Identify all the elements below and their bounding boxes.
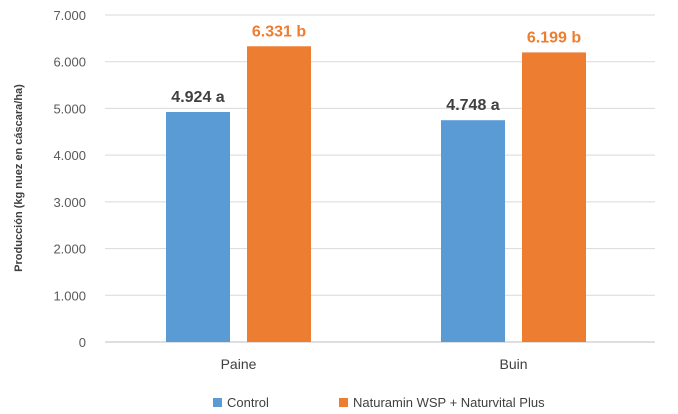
bar-buin-naturamin — [522, 52, 586, 342]
y-tick-label: 6.000 — [53, 55, 86, 70]
legend-label: Naturamin WSP + Naturvital Plus — [353, 395, 545, 410]
x-category-label: Buin — [499, 356, 527, 372]
data-labels: 4.924 a 6.331 b 4.748 a 6.199 b — [171, 23, 581, 114]
bars — [166, 46, 586, 343]
data-label: 6.331 b — [252, 23, 306, 40]
legend-swatch — [339, 398, 348, 407]
legend-item: Control — [213, 395, 269, 410]
bar-paine-control — [166, 111, 230, 343]
y-tick-label: 0 — [79, 335, 86, 350]
x-category-label: Paine — [221, 356, 257, 372]
y-axis-ticks: 0 1.000 2.000 3.000 4.000 5.000 6.000 7.000 — [53, 8, 86, 350]
data-label: 6.199 b — [527, 29, 581, 46]
y-axis-label: Producción (kg nuez en cáscara/ha) — [13, 84, 25, 272]
data-label: 4.924 a — [171, 89, 224, 106]
y-tick-label: 4.000 — [53, 148, 86, 163]
y-tick-label: 3.000 — [53, 195, 86, 210]
legend-item: Naturamin WSP + Naturvital Plus — [339, 395, 545, 410]
x-axis-categories: Paine Buin — [221, 356, 528, 372]
y-tick-label: 5.000 — [53, 101, 86, 116]
y-tick-label: 1.000 — [53, 288, 86, 303]
y-tick-label: 2.000 — [53, 242, 86, 257]
data-label: 4.748 a — [446, 97, 499, 114]
legend: Control Naturamin WSP + Naturvital Plus — [213, 395, 545, 410]
bar-paine-naturamin — [247, 46, 311, 342]
legend-label: Control — [227, 395, 269, 410]
y-tick-label: 7.000 — [53, 8, 86, 23]
bar-buin-control — [441, 120, 505, 343]
legend-swatch — [213, 398, 222, 407]
